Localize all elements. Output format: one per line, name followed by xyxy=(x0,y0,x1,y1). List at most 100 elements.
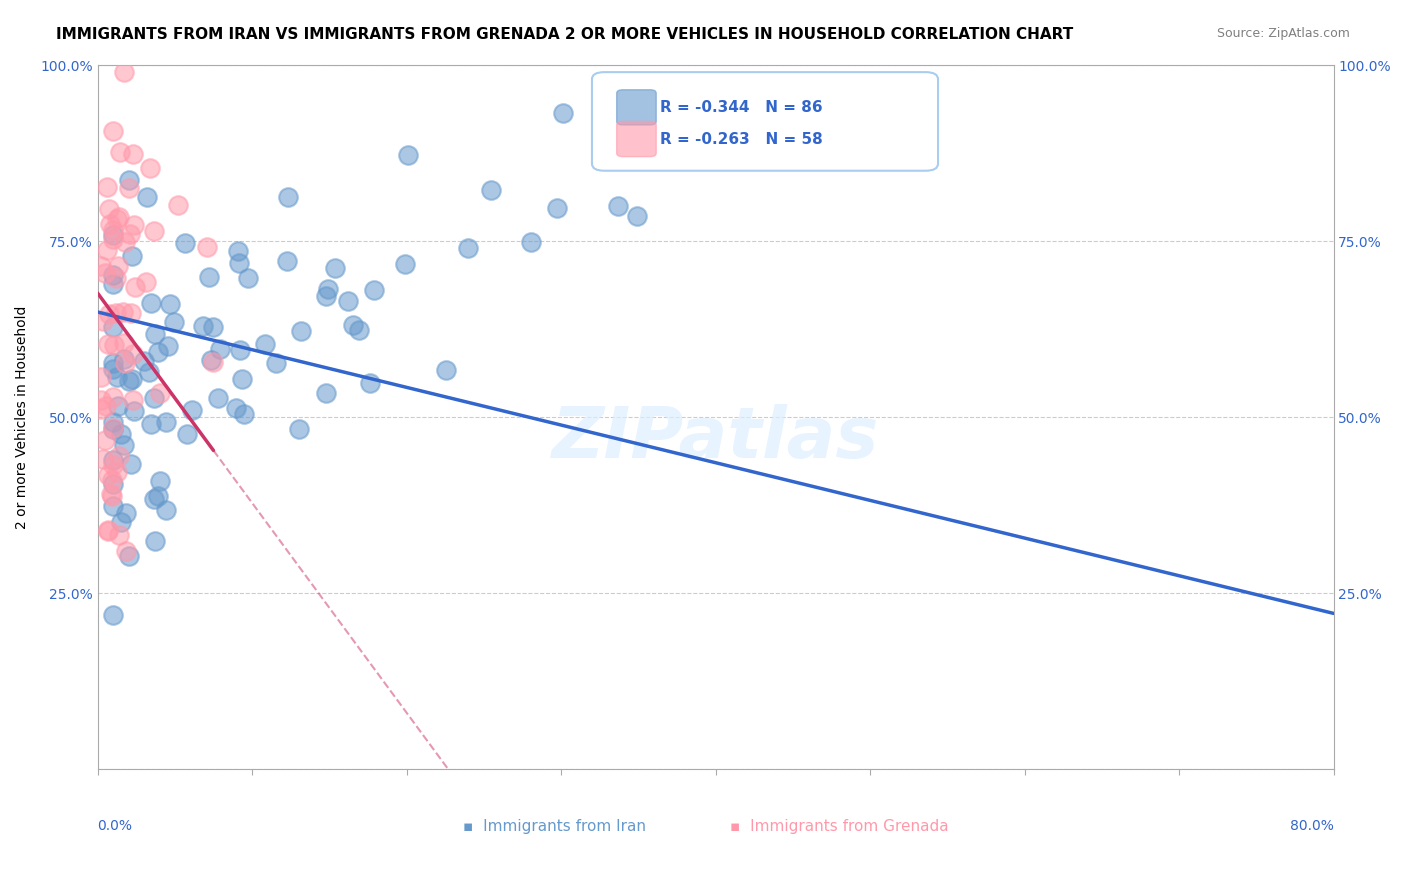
Point xyxy=(288,422,311,436)
Point xyxy=(100,487,122,501)
Point xyxy=(97,468,120,483)
Point xyxy=(225,401,247,415)
Point xyxy=(114,356,136,370)
Point xyxy=(107,449,129,463)
Point xyxy=(139,295,162,310)
Point xyxy=(180,402,202,417)
Point xyxy=(120,306,142,320)
Point xyxy=(315,289,337,303)
Point xyxy=(112,65,135,79)
Point xyxy=(112,437,135,451)
Point xyxy=(607,200,630,214)
Point xyxy=(520,235,543,250)
Point xyxy=(101,390,124,404)
Point xyxy=(551,106,574,120)
Point xyxy=(149,386,172,401)
Text: ZIPatlas: ZIPatlas xyxy=(553,404,879,473)
Point xyxy=(139,417,162,431)
Point xyxy=(103,422,125,436)
Point xyxy=(142,491,165,506)
Point xyxy=(121,372,143,386)
Point xyxy=(101,124,124,138)
Text: ▪  Immigrants from Grenada: ▪ Immigrants from Grenada xyxy=(730,819,949,834)
Point xyxy=(112,352,135,367)
Point xyxy=(101,415,124,429)
Point xyxy=(121,249,143,263)
Point xyxy=(101,499,124,513)
Point xyxy=(90,259,112,273)
Point xyxy=(94,267,117,281)
Point xyxy=(143,327,166,342)
Point xyxy=(91,314,114,328)
Point xyxy=(394,257,416,271)
Point xyxy=(254,337,277,351)
Point xyxy=(101,453,124,467)
Point xyxy=(200,353,222,368)
Point xyxy=(103,421,125,435)
Point xyxy=(118,549,141,563)
Text: Source: ZipAtlas.com: Source: ZipAtlas.com xyxy=(1216,27,1350,40)
Point xyxy=(316,282,339,296)
Text: R = -0.344   N = 86: R = -0.344 N = 86 xyxy=(659,100,823,115)
Point xyxy=(108,528,131,542)
Point xyxy=(142,391,165,405)
Point xyxy=(228,256,250,270)
Point xyxy=(434,362,457,376)
Point xyxy=(108,145,131,160)
Text: 80.0%: 80.0% xyxy=(1289,819,1333,832)
Text: R = -0.263   N = 58: R = -0.263 N = 58 xyxy=(659,131,823,146)
Point xyxy=(98,307,121,321)
Point xyxy=(114,235,136,249)
Point xyxy=(207,391,229,405)
Point xyxy=(198,269,221,284)
Point xyxy=(142,224,165,238)
Point xyxy=(756,104,779,119)
Point xyxy=(104,270,127,285)
Point xyxy=(98,202,121,216)
Point xyxy=(138,366,160,380)
Point xyxy=(396,147,419,161)
Point xyxy=(231,372,253,386)
Point xyxy=(363,283,385,297)
Point xyxy=(101,277,124,291)
Point xyxy=(276,253,298,268)
Point xyxy=(110,426,132,441)
Point xyxy=(122,392,145,407)
Point xyxy=(90,393,112,408)
Point xyxy=(101,362,124,376)
Point xyxy=(120,457,142,471)
Point xyxy=(90,370,112,384)
Point xyxy=(101,222,124,236)
Point xyxy=(117,374,139,388)
Point xyxy=(457,241,479,255)
Point xyxy=(315,385,337,400)
Point xyxy=(162,315,184,329)
Point xyxy=(97,523,120,537)
Point xyxy=(132,354,155,368)
Point xyxy=(103,338,125,352)
FancyBboxPatch shape xyxy=(617,90,657,125)
Point xyxy=(101,268,124,283)
Point xyxy=(202,355,225,369)
Point xyxy=(336,294,359,309)
FancyBboxPatch shape xyxy=(617,121,657,157)
Point xyxy=(105,212,128,227)
Point xyxy=(139,161,162,176)
Point xyxy=(104,305,127,319)
Point xyxy=(159,297,181,311)
Point xyxy=(107,211,129,225)
Point xyxy=(166,197,188,211)
Point xyxy=(546,201,568,215)
Point xyxy=(359,376,381,390)
Point xyxy=(101,476,124,491)
Point xyxy=(115,506,138,520)
Point xyxy=(208,343,231,357)
Point xyxy=(101,608,124,623)
Point xyxy=(155,503,177,517)
Point xyxy=(105,466,128,480)
Point xyxy=(157,339,180,353)
Text: ▪  Immigrants from Iran: ▪ Immigrants from Iran xyxy=(464,819,647,834)
Point xyxy=(148,489,170,503)
Point xyxy=(118,227,141,242)
Point xyxy=(176,427,198,442)
